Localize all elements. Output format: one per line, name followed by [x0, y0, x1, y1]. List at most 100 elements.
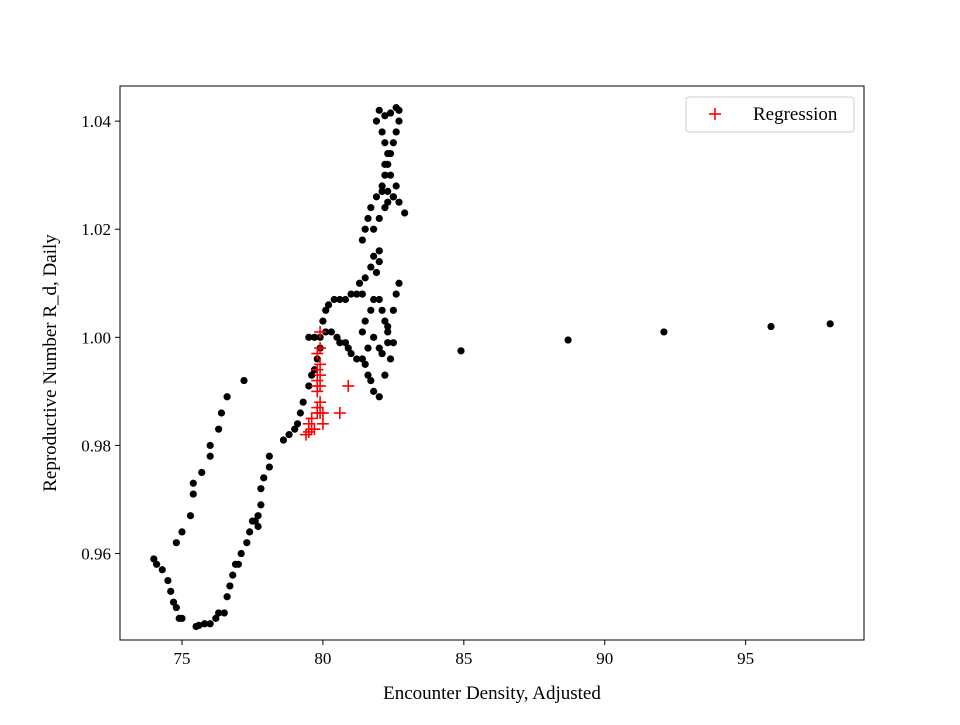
legend: Regression: [685, 96, 855, 133]
data-point: [358, 236, 366, 244]
data-point: [384, 187, 392, 195]
x-tick-label: 75: [174, 649, 191, 668]
regression-point: [311, 374, 324, 387]
data-point: [260, 474, 268, 482]
data-point: [341, 339, 350, 347]
data-point: [767, 322, 775, 331]
data-point: [215, 609, 223, 617]
data-point: [367, 376, 375, 385]
data-point: [189, 490, 197, 498]
data-point: [367, 263, 375, 271]
x-tick-label: 85: [455, 649, 472, 668]
data-point: [347, 349, 355, 358]
data-point: [341, 295, 350, 304]
data-point: [257, 501, 265, 509]
data-point: [395, 198, 403, 206]
data-point: [169, 598, 178, 606]
data-point: [389, 193, 397, 201]
data-point: [401, 209, 409, 217]
data-point: [381, 139, 389, 147]
data-point: [375, 247, 383, 255]
data-point: [265, 463, 273, 471]
data-point: [344, 344, 352, 352]
legend-marker-plus: [709, 108, 721, 120]
data-point: [195, 621, 203, 630]
plot-area: [120, 86, 864, 640]
data-point: [364, 344, 372, 352]
data-point: [358, 290, 366, 298]
data-point: [178, 528, 186, 536]
data-point: [358, 328, 366, 336]
data-point: [217, 409, 226, 417]
data-point: [378, 306, 386, 314]
data-point: [333, 333, 341, 341]
data-point: [386, 355, 395, 363]
data-point: [392, 290, 400, 298]
data-point: [372, 117, 381, 125]
regression-point: [311, 363, 324, 376]
data-point: [167, 587, 175, 595]
data-point: [305, 382, 313, 390]
data-point: [389, 306, 397, 314]
data-point: [381, 112, 389, 120]
data-point: [384, 322, 392, 331]
data-point: [457, 347, 465, 355]
data-point: [353, 290, 361, 298]
data-point: [257, 485, 265, 493]
data-point: [153, 560, 161, 568]
y-tick-label: 1.02: [81, 220, 111, 239]
data-point: [384, 149, 392, 158]
data-point: [336, 295, 344, 304]
data-point: [372, 193, 381, 201]
data-point: [308, 371, 316, 379]
data-point: [172, 603, 180, 612]
x-tick-label: 90: [596, 649, 613, 668]
data-point: [353, 355, 361, 363]
data-point: [378, 349, 386, 358]
data-point: [206, 441, 214, 450]
x-tick-label: 95: [737, 649, 754, 668]
data-point: [375, 214, 383, 223]
y-tick-label: 0.98: [81, 436, 111, 455]
legend-label-regression: Regression: [753, 104, 838, 125]
regression-point: [311, 347, 324, 360]
data-point: [564, 336, 572, 344]
data-point: [279, 436, 288, 444]
data-point: [386, 171, 395, 179]
data-point: [310, 333, 319, 341]
data-point: [293, 420, 302, 428]
data-point: [158, 566, 166, 574]
data-point: [251, 517, 259, 525]
regression-point: [316, 417, 329, 430]
data-point: [386, 109, 395, 117]
x-axis-label: Encounter Density, Adjusted: [383, 683, 601, 704]
data-point: [200, 620, 209, 628]
y-tick-label: 1.04: [81, 112, 111, 131]
y-tick-label: 1.00: [81, 328, 111, 347]
data-point: [372, 268, 381, 277]
x-axis: 75 80 85 90 95: [174, 640, 754, 668]
data-point: [234, 560, 242, 568]
regression-point: [311, 401, 324, 414]
data-point: [212, 614, 220, 622]
data-point: [319, 317, 327, 325]
data-point: [327, 328, 335, 336]
data-point: [392, 128, 400, 136]
legend-frame: [685, 96, 855, 133]
data-point: [237, 549, 245, 558]
data-point: [305, 333, 313, 341]
data-point: [384, 198, 392, 206]
data-point: [392, 104, 400, 112]
data-point: [243, 539, 251, 547]
data-point: [381, 160, 389, 168]
regression-point: [342, 379, 355, 392]
data-point: [361, 225, 369, 233]
data-point: [370, 295, 378, 304]
data-point: [223, 593, 231, 601]
y-tick-label: 0.96: [81, 545, 111, 564]
data-point: [367, 204, 375, 212]
data-point: [206, 620, 214, 628]
data-point: [330, 295, 338, 304]
data-point: [367, 306, 375, 314]
